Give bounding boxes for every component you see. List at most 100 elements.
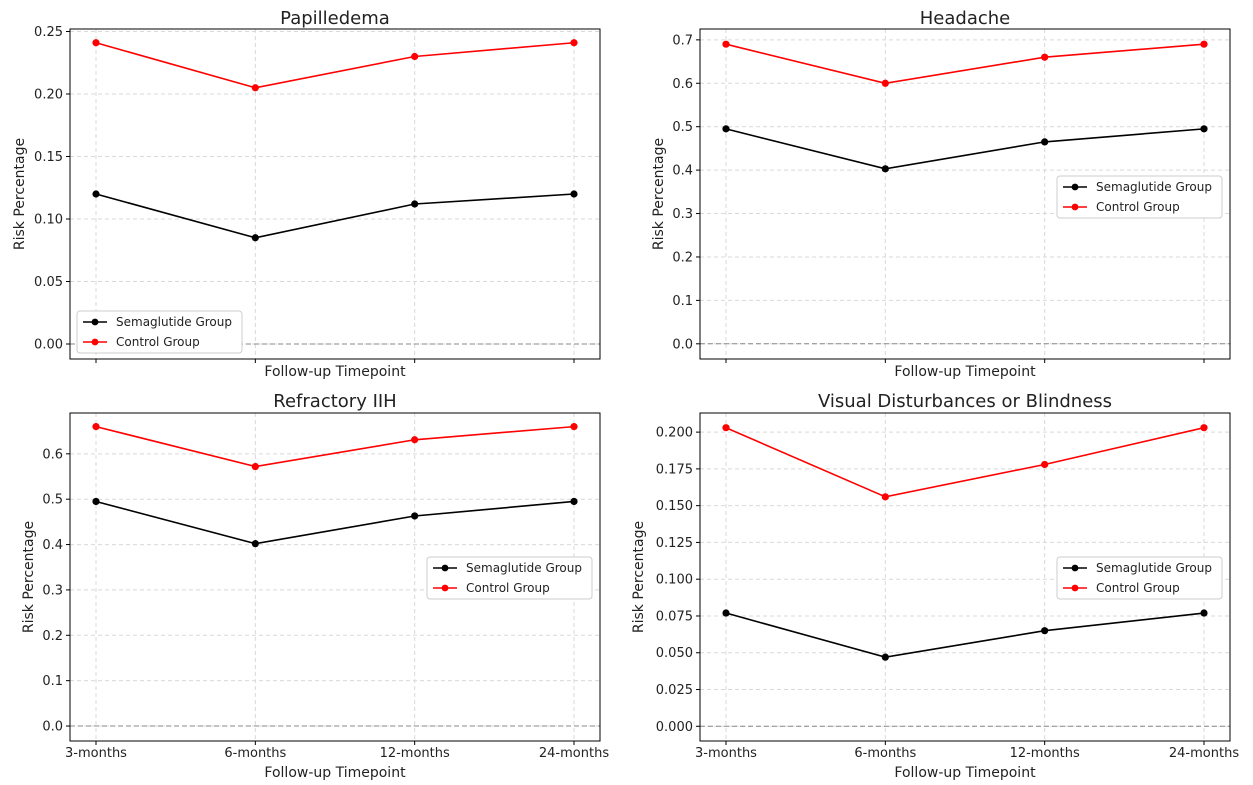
legend-label: Control Group [1096,581,1180,595]
legend-swatch-marker [441,564,449,572]
legend-label: Semaglutide Group [466,561,582,575]
data-point [251,234,259,242]
y-tick-label: 0.025 [656,683,693,698]
chart-panel-4: 0.000 0.025 0.050 0.075 0.100 0.125 0.150 0.175… [631,391,1239,781]
y-tick-label: 0.150 [656,499,693,514]
x-axis-label: Follow-up Timepoint [264,765,406,781]
plot-area-frame [69,28,601,360]
data-point [881,493,889,501]
data-point [251,540,259,548]
data-point [92,39,100,47]
y-tick-label: 0.0 [42,720,63,735]
chart-title: Refractory IIH [273,391,396,412]
data-point [1041,53,1049,61]
legend-swatch-marker [1071,203,1079,211]
chart-title: Papilledema [280,8,390,29]
data-point [92,190,100,198]
chart-panel-3: 0.0 0.1 0.2 0.3 0.4 0.5 0.6 3-months 6-months 12-… [21,391,609,781]
data-point [1200,424,1208,432]
chart-title: Visual Disturbances or Blindness [818,391,1112,412]
data-point [881,653,889,661]
legend: Semaglutide Group Control Group [1056,175,1223,219]
data-point [1200,125,1208,133]
series-line-2 [95,425,575,468]
y-tick-label: 0.3 [672,207,693,222]
y-tick-label: 0.6 [42,447,63,462]
legend-label: Semaglutide Group [1096,180,1212,194]
x-axis-label: Follow-up Timepoint [894,364,1036,380]
legend-swatch-marker [1071,564,1079,572]
plot-area-frame [699,28,1231,360]
legend: Semaglutide Group Control Group [1056,556,1223,600]
y-tick-label: 0.5 [672,120,693,135]
x-tick-label: 3-months [65,746,127,761]
x-tick-label: 12-months [380,746,450,761]
y-tick-label: 0.7 [672,33,693,48]
y-tick-label: 0.050 [656,646,693,661]
legend-label: Semaglutide Group [116,315,232,329]
plot-area-frame [699,412,1231,742]
legend-label: Semaglutide Group [1096,561,1212,575]
y-axis-label: Risk Percentage [651,138,667,250]
y-tick-label: 0.25 [34,25,63,40]
legend-box [426,556,593,600]
x-tick-label: 6-months [854,746,916,761]
data-point [722,40,730,48]
x-tick-label: 6-months [224,746,286,761]
data-point [251,462,259,471]
data-point [570,190,578,198]
data-point [722,424,730,432]
data-point [881,165,889,173]
series-line-1 [95,500,575,545]
y-tick-label: 0.000 [656,720,693,735]
legend-label: Control Group [466,581,550,595]
y-tick-label: 0.10 [34,213,63,228]
y-tick-label: 0.20 [34,88,63,103]
y-axis-label: Risk Percentage [21,521,37,633]
data-point [1041,138,1049,146]
series-line-2 [725,426,1205,498]
chart-panel-2: 0.0 0.1 0.2 0.3 0.4 0.5 0.6 0.7 Headache Follow-u… [651,8,1231,380]
chart-panel-1: 0.00 0.05 0.10 0.15 0.20 0.25 Papilledema Follo… [12,8,601,380]
y-tick-label: 0.100 [656,573,693,588]
legend-box [1056,556,1223,600]
y-tick-label: 0.5 [42,493,63,508]
legend-swatch-marker [441,584,449,592]
data-point [881,79,889,87]
y-tick-label: 0.200 [656,426,693,441]
plot-area-frame [69,412,601,742]
series-line-1 [95,193,575,239]
chart-title: Headache [920,8,1010,29]
y-tick-label: 0.15 [34,150,63,165]
x-axis-label: Follow-up Timepoint [264,364,406,380]
data-point [722,609,730,617]
y-tick-label: 0.2 [672,250,693,265]
y-tick-label: 0.3 [42,583,63,598]
y-tick-label: 0.1 [672,294,693,309]
data-point [92,497,100,506]
legend-box [1056,175,1223,219]
x-axis-label: Follow-up Timepoint [894,765,1036,781]
series-line-1 [725,612,1205,658]
series-line-2 [725,43,1205,85]
data-point [1041,460,1049,469]
y-tick-label: 0.05 [34,275,63,290]
legend-swatch-marker [1071,584,1079,592]
y-tick-label: 0.4 [672,164,693,179]
data-point [411,200,419,208]
data-point [570,423,578,431]
data-point [722,125,730,133]
y-tick-label: 0.0 [672,337,693,352]
legend-swatch-marker [91,318,99,326]
x-tick-label: 12-months [1010,746,1080,761]
data-point [1200,609,1208,617]
x-tick-label: 24-months [539,746,609,761]
x-tick-label: 3-months [695,746,757,761]
y-tick-label: 0.1 [42,674,63,689]
legend: Semaglutide Group Control Group [76,310,243,354]
y-tick-label: 0.075 [656,609,693,624]
y-tick-label: 0.00 [34,338,63,353]
y-axis-label: Risk Percentage [631,521,647,633]
data-point [570,497,578,506]
